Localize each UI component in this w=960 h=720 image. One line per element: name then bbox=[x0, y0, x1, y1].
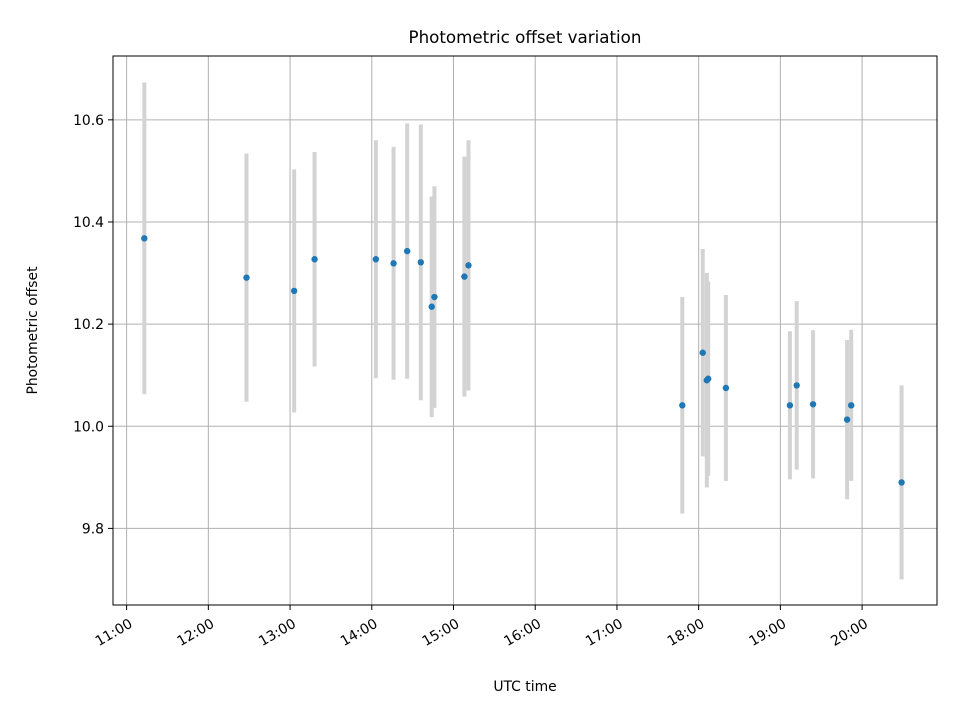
chart: 11:00 12:00 13:00 14:00 15:00 16:00 17:00 18:00… bbox=[0, 0, 960, 720]
data-point bbox=[390, 260, 396, 266]
x-tick-label: 12:00 bbox=[174, 616, 217, 650]
data-point bbox=[705, 376, 711, 382]
x-tick-label: 11:00 bbox=[93, 616, 136, 650]
data-point bbox=[404, 248, 410, 254]
x-tick-label: 17:00 bbox=[583, 616, 626, 650]
data-point bbox=[141, 235, 147, 241]
y-axis-label: Photometric offset bbox=[25, 266, 41, 395]
data-point bbox=[461, 273, 467, 279]
x-axis: 11:00 12:00 13:00 14:00 15:00 16:00 17:00 18:00… bbox=[93, 605, 871, 650]
data-point bbox=[429, 304, 435, 310]
data-point bbox=[465, 262, 471, 268]
data-point bbox=[844, 416, 850, 422]
data-point bbox=[794, 382, 800, 388]
y-tick-label: 9.8 bbox=[82, 521, 104, 537]
data-point bbox=[723, 385, 729, 391]
errorbar-layer bbox=[144, 83, 901, 580]
x-tick-label: 19:00 bbox=[747, 616, 790, 650]
y-axis: 9.8 10.0 10.2 10.4 10.6 bbox=[73, 113, 113, 538]
chart-title: Photometric offset variation bbox=[409, 27, 642, 47]
data-point bbox=[700, 350, 706, 356]
x-tick-label: 20:00 bbox=[828, 616, 871, 650]
data-point bbox=[810, 401, 816, 407]
data-point bbox=[787, 402, 793, 408]
x-axis-label: UTC time bbox=[493, 679, 556, 695]
data-point bbox=[373, 256, 379, 262]
y-tick-label: 10.2 bbox=[73, 317, 104, 333]
data-point bbox=[418, 259, 424, 265]
x-tick-label: 13:00 bbox=[256, 616, 299, 650]
data-point bbox=[848, 402, 854, 408]
data-point bbox=[243, 274, 249, 280]
data-point bbox=[898, 479, 904, 485]
data-point bbox=[431, 294, 437, 300]
y-tick-label: 10.0 bbox=[73, 419, 104, 435]
data-point bbox=[311, 256, 317, 262]
x-tick-label: 15:00 bbox=[420, 616, 463, 650]
x-tick-label: 14:00 bbox=[338, 616, 381, 650]
data-point bbox=[679, 402, 685, 408]
x-tick-label: 16:00 bbox=[501, 616, 544, 650]
y-tick-label: 10.6 bbox=[73, 113, 104, 129]
x-tick-label: 18:00 bbox=[665, 616, 708, 650]
data-point bbox=[291, 288, 297, 294]
y-tick-label: 10.4 bbox=[73, 215, 104, 231]
